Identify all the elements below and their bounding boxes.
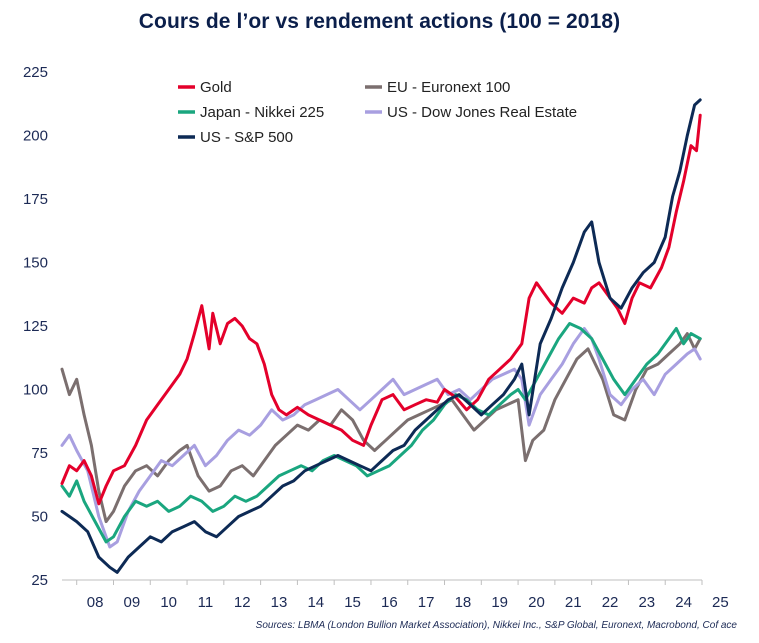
- legend: Gold EU - Euronext 100 Japan - Nikkei 225 U…: [178, 79, 577, 146]
- legend-label: Japan - Nikkei 225: [200, 104, 324, 121]
- x-tick-label: 14: [307, 594, 324, 611]
- x-tick-label: 18: [455, 594, 472, 611]
- chart-title: Cours de l’or vs rendement actions (100 …: [138, 10, 621, 33]
- legend-label: US - S&P 500: [200, 129, 293, 146]
- y-tick-label: 150: [23, 255, 48, 272]
- x-tick-label: 10: [160, 594, 177, 611]
- x-tick-label: 20: [528, 594, 545, 611]
- x-tick-label: 21: [565, 594, 582, 611]
- series-line: [60, 332, 702, 524]
- series-line: [60, 327, 702, 549]
- x-axis: 08 09 10 11 12 13 14 15 16 17 18 19 20 21 22 23 24 25: [62, 579, 729, 611]
- y-tick-label: 225: [23, 64, 48, 81]
- x-tick-label: 25: [712, 594, 729, 611]
- x-tick-label: 22: [602, 594, 619, 611]
- x-tick-label: 11: [198, 594, 214, 611]
- legend-label: US - Dow Jones Real Estate: [387, 104, 577, 121]
- x-tick-label: 23: [638, 594, 655, 611]
- legend-label: EU - Euronext 100: [387, 79, 510, 96]
- y-tick-label: 100: [23, 382, 48, 399]
- y-tick-label: 200: [23, 128, 48, 145]
- y-axis: 25 50 75 100 125 150 175 200 225: [23, 64, 48, 589]
- x-tick-label: 19: [491, 594, 508, 611]
- series-line: [60, 98, 702, 574]
- series-line: [60, 322, 702, 544]
- y-tick-label: 75: [31, 445, 48, 462]
- y-tick-label: 125: [23, 318, 48, 335]
- x-tick-label: 24: [675, 594, 692, 611]
- x-tick-label: 16: [381, 594, 398, 611]
- x-tick-label: 12: [234, 594, 251, 611]
- x-tick-label: 13: [271, 594, 288, 611]
- y-tick-label: 25: [31, 572, 48, 589]
- x-tick-label: 15: [344, 594, 361, 611]
- y-tick-label: 50: [31, 509, 48, 526]
- legend-label: Gold: [200, 79, 232, 96]
- y-tick-label: 175: [23, 191, 48, 208]
- x-tick-label: 09: [124, 594, 141, 611]
- series-line: [60, 113, 702, 506]
- source-note: Sources: LBMA (London Bullion Market Ass…: [255, 620, 737, 631]
- x-tick-label: 17: [418, 594, 435, 611]
- series-layer: [60, 98, 702, 574]
- x-tick-label: 08: [87, 594, 104, 611]
